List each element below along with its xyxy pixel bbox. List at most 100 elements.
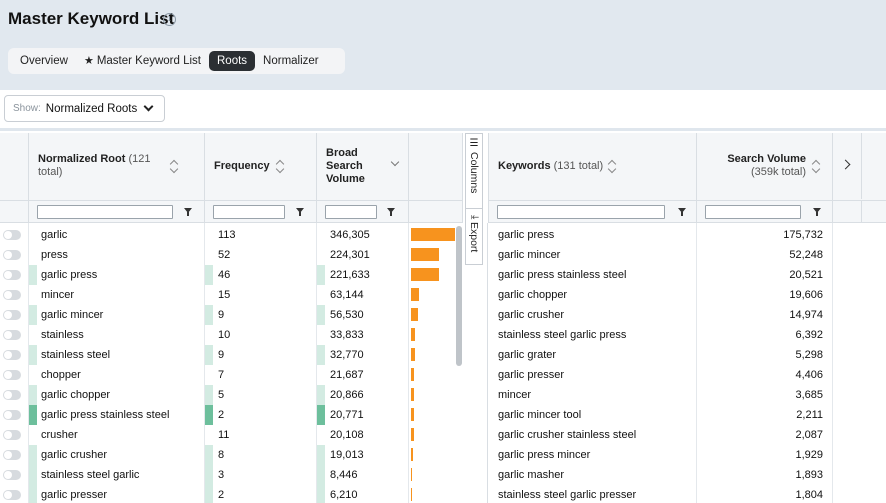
keyword-cell[interactable]: garlic press	[498, 229, 555, 241]
filter-icon[interactable]	[813, 208, 821, 216]
tab-overview[interactable]: Overview	[12, 51, 76, 71]
search-volume-cell: 175,732	[783, 229, 823, 241]
row-toggle[interactable]	[3, 290, 21, 300]
filter-icon[interactable]	[296, 208, 304, 216]
keyword-cell[interactable]: garlic mincer	[498, 249, 561, 261]
row-toggle[interactable]	[3, 370, 21, 380]
frequency-cell: 15	[218, 289, 231, 301]
row-toggle[interactable]	[3, 470, 21, 480]
search-volume-filter-input[interactable]	[705, 205, 801, 219]
root-cell[interactable]: garlic mincer	[41, 309, 104, 321]
volume-bar	[411, 488, 412, 501]
frequency-cell: 11	[218, 429, 230, 441]
root-cell[interactable]: stainless steel garlic	[41, 469, 140, 481]
root-cell[interactable]: garlic	[41, 229, 68, 241]
toggle-column-header	[0, 133, 29, 201]
sort-icon[interactable]	[813, 159, 820, 173]
search-volume-cell: 1,929	[795, 449, 823, 461]
volume-bar	[411, 268, 439, 281]
keyword-cell[interactable]: garlic press mincer	[498, 449, 591, 461]
column-divider	[696, 223, 697, 503]
sort-icon[interactable]	[171, 159, 178, 173]
row-toggle[interactable]	[3, 270, 21, 280]
frequency-cell: 9	[218, 349, 225, 361]
root-filter-input[interactable]	[37, 205, 173, 219]
tab-roots[interactable]: Roots	[209, 51, 256, 71]
keyword-cell[interactable]: garlic grater	[498, 349, 557, 361]
root-cell[interactable]: garlic presser	[41, 489, 108, 501]
keyword-cell[interactable]: stainless steel garlic presser	[498, 489, 637, 501]
volume-filter-input[interactable]	[325, 205, 377, 219]
info-icon[interactable]: i	[163, 13, 176, 26]
filter-icon[interactable]	[678, 208, 686, 216]
row-toggle[interactable]	[3, 310, 21, 320]
frequency-filter-input[interactable]	[213, 205, 285, 219]
root-cell[interactable]: mincer	[41, 289, 75, 301]
highlight-marker	[205, 465, 213, 485]
row-toggle[interactable]	[3, 490, 21, 500]
highlight-marker	[317, 265, 325, 285]
sort-icon[interactable]	[609, 159, 616, 173]
highlight-marker	[317, 445, 325, 465]
root-cell[interactable]: garlic press stainless steel	[41, 409, 170, 421]
column-header-broad-search-volume[interactable]: Broad Search Volume	[317, 133, 409, 201]
keyword-cell[interactable]: garlic mincer tool	[498, 409, 582, 421]
row-toggle[interactable]	[3, 250, 21, 260]
keyword-cell[interactable]: garlic press stainless steel	[498, 269, 627, 281]
highlight-marker	[205, 485, 213, 503]
sort-desc-icon[interactable]	[390, 157, 400, 167]
scrollbar[interactable]	[456, 226, 462, 366]
keyword-cell[interactable]: stainless steel garlic press	[498, 329, 627, 341]
keyword-cell[interactable]: garlic chopper	[498, 289, 568, 301]
volume-bar	[411, 448, 413, 461]
sort-icon[interactable]	[277, 159, 284, 173]
highlight-marker	[205, 265, 213, 285]
filter-icon[interactable]	[387, 208, 395, 216]
column-header-keywords[interactable]: Keywords (131 total)	[488, 133, 697, 201]
header-subtitle: (359k total)	[750, 166, 806, 178]
row-toggle[interactable]	[3, 390, 21, 400]
column-divider	[487, 223, 488, 503]
show-dropdown[interactable]: Show: Normalized Roots	[4, 95, 165, 122]
export-icon: ⤓	[469, 215, 480, 220]
row-toggle[interactable]	[3, 450, 21, 460]
column-header-normalized-root[interactable]: Normalized Root (121 total)	[29, 133, 205, 201]
column-header-frequency[interactable]: Frequency	[205, 133, 317, 201]
keyword-filter-input[interactable]	[497, 205, 665, 219]
filter-bar: Show: Normalized Roots	[0, 90, 886, 128]
root-cell[interactable]: garlic press	[41, 269, 98, 281]
tab-normalizer[interactable]: Normalizer	[255, 51, 327, 71]
volume-cell: 6,210	[330, 489, 358, 501]
filter-row-cell	[0, 201, 29, 223]
row-toggle[interactable]	[3, 230, 21, 240]
root-cell[interactable]: garlic crusher	[41, 449, 108, 461]
export-button[interactable]: ⤓ Export	[466, 208, 482, 264]
row-toggle[interactable]	[3, 430, 21, 440]
row-toggle[interactable]	[3, 410, 21, 420]
root-cell[interactable]: stainless	[41, 329, 84, 341]
row-toggle[interactable]	[3, 330, 21, 340]
expand-button[interactable]	[833, 133, 862, 199]
keyword-cell[interactable]: garlic crusher stainless steel	[498, 429, 637, 441]
highlight-marker	[29, 265, 37, 285]
highlight-marker	[317, 305, 325, 325]
search-volume-cell: 4,406	[795, 369, 823, 381]
keyword-cell[interactable]: garlic crusher	[498, 309, 565, 321]
root-cell[interactable]: stainless steel	[41, 349, 111, 361]
column-header-search-volume[interactable]: Search Volume (359k total)	[697, 133, 833, 201]
tab-master-keyword-list[interactable]: ★ Master Keyword List	[76, 51, 209, 71]
keyword-cell[interactable]: garlic presser	[498, 369, 565, 381]
root-cell[interactable]: garlic chopper	[41, 389, 111, 401]
row-toggle[interactable]	[3, 350, 21, 360]
root-cell[interactable]: chopper	[41, 369, 81, 381]
keyword-cell[interactable]: mincer	[498, 389, 532, 401]
filter-icon[interactable]	[184, 208, 192, 216]
keyword-cell[interactable]: garlic masher	[498, 469, 565, 481]
root-cell[interactable]: press	[41, 249, 68, 261]
highlight-marker	[317, 385, 325, 405]
root-cell[interactable]: crusher	[41, 429, 78, 441]
frequency-cell: 9	[218, 309, 225, 321]
columns-button[interactable]: ☰ Columns	[466, 138, 482, 200]
chevron-down-icon	[143, 101, 154, 112]
highlight-marker	[205, 445, 213, 465]
